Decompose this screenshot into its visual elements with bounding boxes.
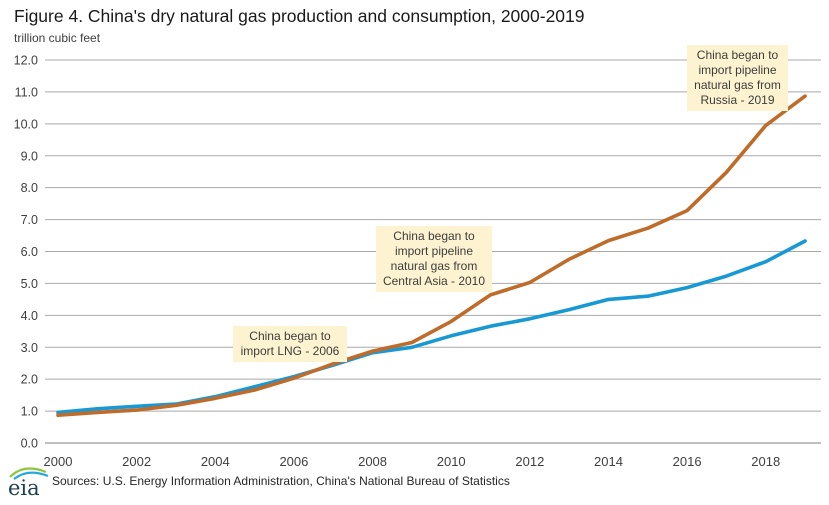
logo-text: eia: [8, 476, 40, 499]
y-tick-label: 1.0: [21, 405, 38, 419]
page-title: Figure 4. China's dry natural gas produc…: [14, 6, 585, 26]
y-tick-label: 9.0: [21, 149, 38, 163]
x-tick-label: 2016: [673, 454, 702, 469]
y-axis-units-label: trillion cubic feet: [14, 31, 101, 45]
y-tick-label: 2.0: [21, 373, 38, 387]
y-tick-label: 5.0: [21, 277, 38, 291]
x-tick-label: 2010: [437, 454, 466, 469]
series-line-consumption: [56, 94, 807, 418]
y-tick-label: 12.0: [14, 54, 38, 68]
annotation-lng-2006: China began to import LNG - 2006: [233, 326, 347, 362]
x-tick-label: 2002: [122, 454, 151, 469]
x-tick-label: 2000: [44, 454, 73, 469]
x-tick-label: 2008: [358, 454, 387, 469]
logo-arc-blue: [13, 471, 49, 480]
y-tick-label: 10.0: [14, 117, 38, 131]
x-tick-label: 2004: [201, 454, 230, 469]
logo-arc-green: [9, 467, 47, 478]
annotation-central-asia-2010: China began to import pipeline natural g…: [376, 226, 492, 292]
y-tick-label: 8.0: [21, 181, 38, 195]
y-tick-label: 6.0: [21, 245, 38, 259]
sources-line: Sources: U.S. Energy Information Adminis…: [52, 474, 510, 488]
y-tick-label: 3.0: [21, 341, 38, 355]
y-tick-label: 11.0: [15, 85, 38, 99]
eia-logo: eia: [8, 467, 49, 499]
y-tick-label: 4.0: [21, 309, 38, 323]
y-tick-label: 7.0: [21, 213, 38, 227]
x-tick-label: 2018: [751, 454, 780, 469]
annotation-russia-2019: China began to import pipeline natural g…: [687, 45, 788, 111]
x-tick-label: 2012: [515, 454, 544, 469]
x-tick-label: 2014: [594, 454, 623, 469]
x-tick-label: 2006: [279, 454, 308, 469]
y-tick-label: 0.0: [21, 437, 38, 451]
